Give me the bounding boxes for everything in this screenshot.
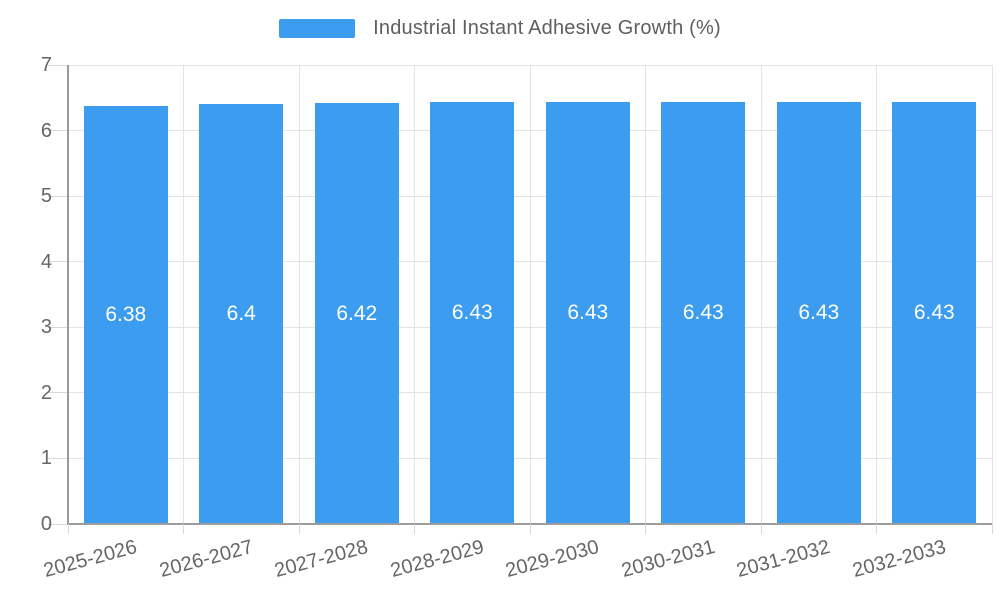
x-tick-label: 2028-2029 — [387, 536, 486, 583]
gridline-vertical — [414, 65, 415, 524]
y-axis-line — [67, 65, 69, 525]
gridline-vertical — [876, 65, 877, 524]
x-tick-label: 2025-2026 — [41, 536, 140, 583]
x-tick-mark — [645, 524, 646, 534]
bar-value-label: 6.4 — [226, 302, 256, 326]
bar — [83, 105, 168, 524]
x-tick-mark — [760, 524, 762, 534]
y-tick-label: 3 — [40, 316, 52, 339]
y-tick-label: 0 — [40, 513, 52, 535]
x-tick-label: 2030-2031 — [618, 536, 717, 583]
gridline-vertical — [991, 65, 993, 524]
x-tick-label: 2029-2030 — [503, 536, 602, 583]
x-tick-mark — [529, 524, 531, 534]
x-tick-label: 2026-2027 — [156, 536, 255, 583]
y-tick-mark — [48, 392, 68, 394]
y-tick-label: 6 — [40, 119, 52, 142]
bar-value-label: 6.38 — [105, 302, 147, 326]
y-tick-mark — [48, 523, 68, 525]
x-tick-mark — [414, 524, 415, 534]
x-tick-mark — [67, 524, 69, 534]
bar-value-label: 6.43 — [451, 301, 493, 325]
legend-swatch[interactable] — [279, 19, 356, 38]
y-tick-mark — [48, 261, 68, 263]
bar — [776, 102, 861, 524]
y-tick-mark — [48, 326, 68, 328]
y-tick-mark — [48, 457, 68, 459]
y-tick-label: 7 — [40, 54, 52, 76]
bar — [892, 102, 977, 524]
bar — [545, 102, 630, 524]
bar — [661, 102, 746, 524]
legend-label: Industrial Instant Adhesive Growth (%) — [373, 17, 721, 39]
bar — [314, 103, 399, 524]
legend[interactable]: Industrial Instant Adhesive Growth (%) — [0, 17, 1000, 40]
x-tick-mark — [991, 524, 993, 534]
y-tick-label: 1 — [40, 447, 52, 470]
x-tick-mark — [876, 524, 877, 534]
x-tick-label: 2027-2028 — [272, 536, 371, 583]
x-tick-mark — [183, 524, 184, 534]
y-tick-label: 5 — [40, 185, 52, 208]
x-tick-label: 2032-2033 — [849, 536, 948, 583]
x-tick-label: 2031-2032 — [734, 536, 833, 583]
y-tick-mark — [48, 195, 68, 197]
y-tick-label: 2 — [40, 381, 52, 404]
y-tick-label: 4 — [40, 250, 52, 273]
gridline-vertical — [298, 65, 300, 524]
bar-value-label: 6.42 — [336, 301, 378, 325]
y-tick-mark — [48, 130, 68, 132]
y-tick-mark — [48, 64, 68, 66]
bar-value-label: 6.43 — [798, 301, 840, 325]
gridline-vertical — [760, 65, 762, 524]
bar — [430, 102, 515, 524]
bar — [199, 104, 284, 524]
x-tick-mark — [298, 524, 300, 534]
bar-value-label: 6.43 — [913, 301, 955, 325]
bar-value-label: 6.43 — [682, 301, 724, 325]
gridline-vertical — [529, 65, 531, 524]
gridline-vertical — [183, 65, 184, 524]
bar-value-label: 6.43 — [567, 301, 609, 325]
gridline-vertical — [645, 65, 646, 524]
